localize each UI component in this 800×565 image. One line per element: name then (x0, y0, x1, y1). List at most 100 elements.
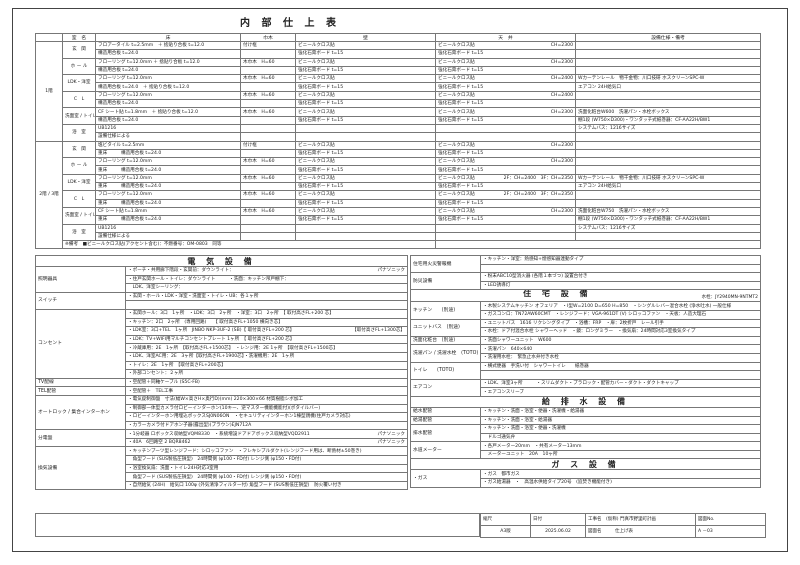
item-text: ・キッチン・洋室：熱感知+煙感知器連動タイプ (480, 255, 761, 265)
item-text-value: ・ガス 都市ガス (483, 471, 520, 477)
floor-finish: 構造用合板 t=24.0 (95, 49, 241, 59)
list-item: 給湯配管 ・キッチン・洗面・浴室・給湯器 (410, 415, 761, 426)
item-text (124, 300, 409, 310)
item-text: ・ユニットバス 1616 リクシングタイプ ・浴槽：FRP ・扉：2枚折戸 レー… (480, 318, 761, 329)
table-row: 構造用合板 t=24.0 強化石膏ボード t=15 強化石膏ボード t=15 (36, 49, 761, 59)
list-item: 給水配管 ・キッチン・洗面・浴室・便器・洗濯機・給湯器 (410, 406, 761, 417)
ceiling-height: CH=2300 (550, 43, 573, 49)
equipment-note (575, 198, 761, 208)
floor-label: 1階 (35, 41, 63, 142)
list-item: 排水配管 ・キッチン・洗面・浴室・便器・洗濯機 (410, 424, 761, 443)
page-title: 内 部 仕 上 表 (240, 18, 340, 29)
table-row: 重床 構造用合板 t=24.0 強化石膏ボード t=15 強化石膏ボード t=15 (36, 198, 761, 208)
item-text-value: ・トイレ：2E 1ヶ所 【取付高さFL+200芯】 (128, 362, 226, 368)
equipment-note (575, 231, 761, 242)
item-text: ・自然給気 (24H) 給気口 100φ (外気清浄フィルター付) 角型フード … (124, 480, 409, 491)
floor-finish: フローリング t=12.0mm (95, 74, 241, 84)
room-name: ホ ー ル (62, 57, 96, 76)
title-block: 縮尺 日付 工事名 (仮称) 門真市野里町計画 図面No. A3版 2025.0… (480, 513, 766, 538)
column-header: 床 (95, 33, 241, 42)
item-text-value: 角型フード (SUS製低圧損型) 24時間側 (φ100・FD付) レンジ側 (… (128, 457, 302, 463)
list-item: 換気設備 ・キッチンブーツ型レンジフード：シロッコファン ・フレキシブルダクト(レ… (35, 446, 409, 491)
wall-finish: ビニールクロス貼 (295, 90, 436, 101)
equipment-note: 洗面化粧台W750 洗濯パン・水栓ボックス (575, 206, 761, 217)
baseboard-finish (240, 115, 296, 125)
list-item: ユニットバス (別途) ・ユニットバス 1616 リクシングタイプ ・浴槽：FRP… (410, 318, 761, 337)
equipment-note (575, 90, 761, 101)
item-text: ・LED誘導灯 (480, 280, 761, 291)
item-text-value: ・粉末ABC10型消火器 (各階１本づつ) 設置台付き (483, 274, 588, 280)
item-text-value: ・キッチン・洗面・浴室・便器・洗濯機・給湯器 (483, 409, 585, 415)
table-row: ホ ー ルフローリング t=12.0mm 木巾木 H=60 ビニールクロス貼 CH=2… (36, 157, 761, 175)
item-text-value: ・40A 6回路空 2 BQR8462 (128, 440, 191, 446)
ceiling-height: CH=2300 (550, 59, 573, 65)
floor-finish: 設備仕様による (95, 231, 241, 242)
section-label: トイレ (TOTO) (410, 361, 481, 380)
table-row: 洗面室 / トイレ CF シート貼 t=1.8mm 木巾木 H=60 ビニールクロス貼… (36, 206, 761, 225)
equipment-note (575, 40, 761, 51)
wall-finish: ビニールクロス貼 (295, 40, 436, 51)
room-name: 玄 関 (62, 140, 96, 159)
floor-finish: 構造用合板 t=24.0 (95, 99, 241, 109)
list-item: 洗面化粧台 (別途) ・洗面シャワーユニット W600 (410, 335, 761, 346)
section-label: キッチン (別途) (410, 301, 481, 320)
ceiling-height: 2F：CH=2400 3F：CH=2350 (503, 192, 573, 198)
table-row: 構造用合板 t=24.0 強化石膏ボード t=15 強化石膏ボード t=15 (36, 65, 761, 76)
table-row: LDK・洋室 フローリング t=12.0mm 木巾木 H=60 ビニールクロス貼 2F：… (36, 173, 761, 192)
equipment-note (575, 57, 761, 67)
wall-finish: 強化石膏ボード t=15 (295, 65, 436, 76)
ceiling-finish (435, 123, 576, 134)
drawing-name: 仕上げ表 (615, 529, 633, 534)
project-name: (仮称) 門真市野里町計画 (606, 517, 656, 522)
ceiling-cell: CH=2400 ビニールクロス貼 (435, 74, 576, 84)
item-text-value: ・ガスコンロ：TN72AW60CMT ・レンジフード：VGA-961DT (V)… (483, 312, 707, 318)
ceiling-finish: 強化石膏ボード t=15 (435, 115, 576, 125)
scale-label: 縮尺 (480, 513, 531, 526)
item-text-value: ドルゴ通気弁 (483, 434, 516, 440)
ceiling-finish: 強化石膏ボード t=15 (435, 49, 576, 59)
section-label: 防災設備 (410, 272, 481, 291)
item-text-value: ・木製システムキッチン オフェリア ・I型W=2100 D=650 H=850 … (483, 303, 732, 309)
item-text-value: ・キッチン・洗面・浴室・給湯器 (483, 417, 552, 423)
item-text: ・外部コンセント：２ヶ所 (124, 369, 409, 379)
floor-finish: 塩ビタイル t=2.5mm (95, 140, 241, 150)
room-name: LDK・洋室 (62, 173, 96, 192)
room-name: C L (62, 190, 96, 208)
item-text-value: ・LDK：TV+WIFI用マルチコンセントプレート 1ヶ所 【 取付高さFL+2… (128, 337, 295, 343)
wall-finish (295, 132, 436, 142)
baseboard-finish: 木巾木 H=60 (240, 74, 296, 84)
section-label: TEL配管 (35, 386, 126, 396)
item-text: ・LDK、洋室AC用：2E 3ヶ所【取付高さFL+1900芯】・洗濯機用：2E … (124, 351, 409, 362)
ceiling-height: 2F：CH=2400 3F：CH=2350 (503, 175, 573, 181)
item-text: ・エアコンスリーブ (480, 387, 761, 397)
floor-finish: CF シート貼 t=1.8mm ＋ 捨貼り合板 t=12.0 (95, 107, 241, 117)
section-label: エアコン (410, 378, 481, 397)
list-item: 住宅用火災警報機 ・キッチン・洋室：熱感知+煙感知器連動タイプ (410, 254, 761, 274)
wall-finish: ビニールクロス貼 (295, 157, 436, 167)
housing-equipment-section: 住宅用火災警報機 ・キッチン・洋室：熱感知+煙感知器連動タイプ 防災設備 ・粉末ABC… (410, 254, 761, 488)
item-text: ・玄関・ホール・LDK・洋室・洗面室・トイレ・UB：各１ヶ所 (124, 291, 409, 302)
wall-finish: 強化石膏ボード t=15 (295, 198, 436, 208)
section-label: 住宅用火災警報機 (410, 254, 481, 274)
ceiling-height: CH=2400 (550, 92, 573, 98)
section-title-text: ガ ス 設 備 (551, 459, 620, 469)
list-item: TEL配管 ・空配管＋ TEL工事 (35, 386, 409, 396)
baseboard-finish: 付け框 (240, 140, 296, 150)
ceiling-cell: 2F：CH=2400 3F：CH=2350 ビニールクロス貼 (435, 173, 576, 184)
item-text-value: ・LDK、洋室AC用：2E 3ヶ所【取付高さFL+1900芯】・洗濯機用：2E … (128, 354, 295, 360)
wall-finish: ビニールクロス貼 (295, 190, 436, 200)
ceiling-finish: 強化石膏ボード t=15 (435, 82, 576, 92)
section-title: 電 気 設 備 (34, 255, 409, 267)
wall-finish: ビニールクロス貼 (295, 74, 436, 84)
equipment-note (575, 49, 761, 59)
table-row: 重床 構造用合板 t=24.0 強化石膏ボード t=15 強化石膏ボード t=15 (36, 148, 761, 159)
table-row: 1階玄 関フロアータイル t=2.5mm ＋ 捨貼り合板 t=12.0 付け框 ビニ… (35, 40, 761, 142)
ceiling-finish: ビニールクロス貼 (438, 192, 475, 198)
section-title-text: 給 排 水 設 備 (541, 397, 630, 407)
item-text-value: ・カラーカメラ付ドアホン子器(露出型)(ブラウン)EJN712A (128, 422, 252, 428)
list-item: エアコン ・LDK、洋室3ヶ所 ・スリムダクト・プラロック・配管カバー・ダクト・ダ… (410, 378, 761, 397)
ceiling-cell: CH=2300 ビニールクロス貼 (435, 57, 576, 67)
ceiling-finish: 強化石膏ボード t=15 (435, 182, 576, 192)
ceiling-cell: CH=2300 ビニールクロス貼 (435, 107, 576, 117)
table-row: ホ ー ルフローリング t=12.0mm ＋ 捨貼り合板 t=12.0 木巾木 H… (36, 57, 761, 76)
